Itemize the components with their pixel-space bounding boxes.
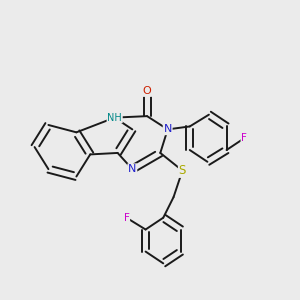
Text: F: F [124, 213, 129, 223]
Text: F: F [241, 133, 247, 143]
Text: O: O [143, 86, 152, 96]
Text: NH: NH [107, 112, 122, 123]
Text: N: N [128, 164, 136, 174]
Text: S: S [179, 164, 186, 177]
Text: N: N [164, 124, 172, 134]
